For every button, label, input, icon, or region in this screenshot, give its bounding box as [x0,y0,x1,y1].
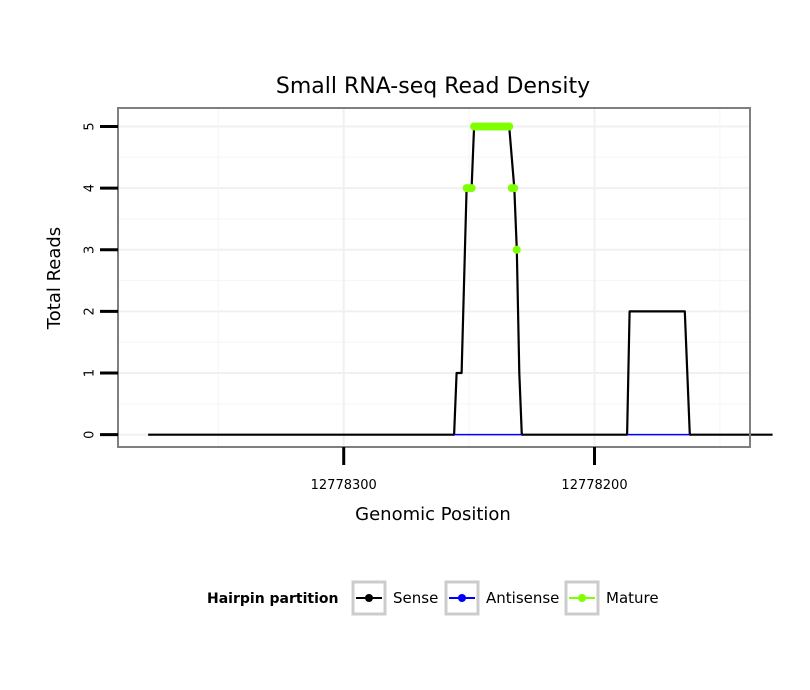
y-axis: 0 1 2 3 4 5 [83,122,118,439]
y-tick-label: 1 [83,369,98,377]
x-axis-label: Genomic Position [355,504,511,525]
data-point-mature [467,184,476,193]
x-tick-label: 12778200 [561,478,627,493]
y-axis-label: Total Reads [44,227,65,330]
data-point-mature [512,245,521,254]
plot-background [118,108,750,447]
legend-title: Hairpin partition [207,591,338,607]
y-tick-label: 0 [83,431,98,439]
y-tick-label: 3 [83,246,98,254]
x-tick-label: 12778300 [311,478,377,493]
data-point-mature [510,184,519,193]
legend-key-point-sense [365,594,373,602]
legend-key-point-mature [578,594,586,602]
y-tick-label: 4 [83,184,98,192]
series-layer [148,122,773,436]
chart-title: Small RNA-seq Read Density [276,74,590,99]
legend: Sense Antisense Mature [351,580,659,616]
legend-key-point-antisense [458,594,466,602]
data-point-mature [505,122,514,131]
legend-label-antisense: Antisense [486,589,559,607]
legend-label-mature: Mature [606,589,659,607]
plot-border [117,107,751,448]
legend-label-sense: Sense [393,589,438,607]
x-axis: 12778300 12778200 [311,447,628,493]
y-tick-label: 2 [83,307,98,315]
grid [118,108,750,447]
y-tick-label: 5 [83,122,98,130]
